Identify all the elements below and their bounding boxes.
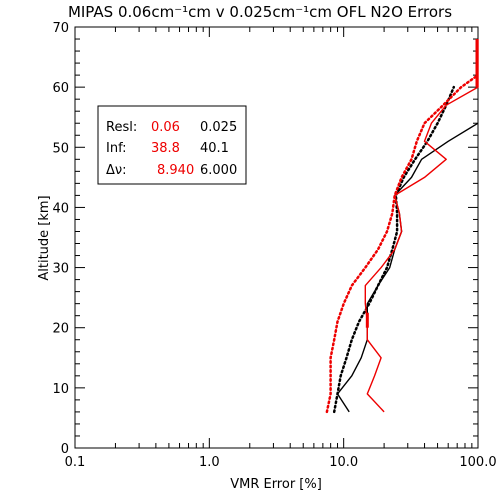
legend: Resl: 0.06 0.025 Inf: 38.8 40.1 Δν: 8.94… <box>97 105 247 185</box>
y-tick-label: 20 <box>52 322 69 337</box>
x-tick-label: 1.0 <box>199 455 220 470</box>
legend-row-black-value: 40.1 <box>200 141 229 156</box>
y-tick-label: 70 <box>52 21 69 36</box>
y-tick-label: 50 <box>52 141 69 156</box>
x-axis-label: VMR Error [%] <box>230 477 322 492</box>
y-tick-label: 40 <box>52 201 69 216</box>
legend-row-black-value: 6.000 <box>200 163 237 178</box>
y-tick-label: 30 <box>52 262 69 277</box>
legend-row-label: Inf: <box>106 141 127 156</box>
y-tick-label: 0 <box>61 442 69 457</box>
black-solid-series-line <box>336 122 479 413</box>
x-tick-label: 10.0 <box>329 455 358 470</box>
legend-box <box>97 105 247 185</box>
y-tick-label: 60 <box>52 81 69 96</box>
red-solid-series-line <box>364 39 479 413</box>
series-group <box>325 39 480 414</box>
legend-row-label: Δν: <box>106 163 127 178</box>
x-axis-ticks: 0.1 1.0 10.0 100.0 <box>65 27 497 470</box>
y-axis-label: Altitude [km] <box>37 195 52 280</box>
legend-row-label: Resl: <box>106 120 137 135</box>
x-tick-label: 0.1 <box>65 455 86 470</box>
x-tick-label: 100.0 <box>459 455 496 470</box>
chart-title: MIPAS 0.06cm⁻¹cm v 0.025cm⁻¹cm OFL N2O E… <box>68 3 452 21</box>
red-dotted-series-line <box>325 73 480 414</box>
black-dotted-series-line <box>332 85 456 414</box>
legend-row-red-value: 38.8 <box>151 141 180 156</box>
legend-row-red-value: 0.06 <box>151 120 180 135</box>
legend-row-red-value: 8.940 <box>157 163 194 178</box>
plot-frame <box>74 26 479 449</box>
y-tick-label: 10 <box>52 382 69 397</box>
legend-row-black-value: 0.025 <box>200 120 237 135</box>
y-axis-ticks: 0 10 20 30 40 50 60 70 <box>52 21 478 457</box>
